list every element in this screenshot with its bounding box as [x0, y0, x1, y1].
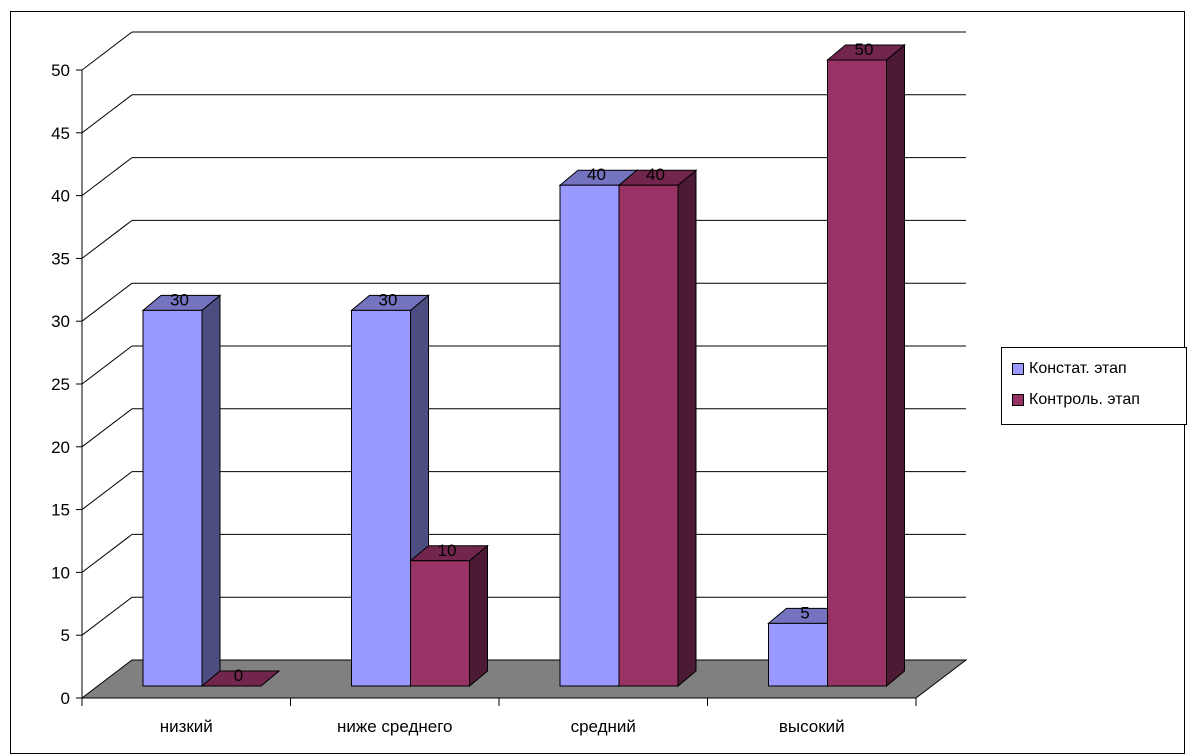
data-label: 40	[587, 165, 606, 184]
y-tick-label: 40	[51, 187, 70, 206]
gridline-diagonal	[81, 282, 133, 322]
y-tick-label: 30	[51, 312, 70, 331]
y-tick-label: 10	[51, 563, 70, 582]
bar	[618, 184, 679, 687]
legend-label-konstat: Констат. этап	[1029, 360, 1127, 377]
gridline-diagonal	[81, 345, 133, 385]
legend-swatch-kontrol	[1012, 394, 1024, 406]
y-tick-label: 5	[61, 626, 70, 645]
y-tick-label: 15	[51, 501, 70, 520]
data-label: 30	[170, 290, 189, 309]
gridline-diagonal	[81, 596, 133, 636]
data-label: 5	[800, 603, 809, 622]
y-tick-label: 45	[51, 124, 70, 143]
gridline-diagonal	[81, 94, 133, 134]
x-category-label: низкий	[160, 717, 213, 736]
data-label: 50	[855, 40, 874, 59]
data-label: 30	[379, 290, 398, 309]
x-category-label: средний	[571, 717, 636, 736]
y-tick-label: 35	[51, 249, 70, 268]
legend-item-kontrol: Контроль. этап	[1012, 390, 1140, 410]
bar	[142, 309, 203, 687]
bar	[827, 59, 887, 687]
legend: Констат. этап Контроль. этап	[1001, 347, 1187, 425]
data-label: 0	[234, 666, 243, 685]
gridline-diagonal	[81, 534, 133, 573]
bar-side	[469, 544, 488, 688]
x-category-label: высокий	[779, 717, 845, 736]
legend-swatch-konstat	[1012, 363, 1024, 375]
y-tick-label: 20	[51, 438, 70, 457]
legend-label-kontrol: Контроль. этап	[1029, 391, 1140, 408]
bar	[559, 184, 620, 687]
gridline-diagonal	[81, 471, 133, 510]
legend-item-konstat: Констат. этап	[1012, 359, 1127, 379]
gridline-diagonal	[81, 220, 133, 259]
bar	[768, 622, 828, 687]
data-label: 40	[646, 165, 665, 184]
bar-side	[201, 294, 221, 688]
bar-top	[200, 670, 281, 687]
bar-side	[886, 43, 905, 688]
bar	[410, 560, 470, 687]
data-label: 10	[438, 541, 457, 560]
gridline-diagonal	[81, 408, 133, 448]
x-category-label: ниже среднего	[337, 717, 453, 736]
gridline-diagonal	[81, 157, 133, 196]
bar	[351, 309, 411, 687]
y-tick-label: 0	[61, 689, 70, 708]
gridline-diagonal	[81, 31, 133, 71]
y-tick-label: 25	[51, 375, 70, 394]
bar-side	[677, 169, 697, 688]
y-tick-label: 50	[51, 61, 70, 80]
